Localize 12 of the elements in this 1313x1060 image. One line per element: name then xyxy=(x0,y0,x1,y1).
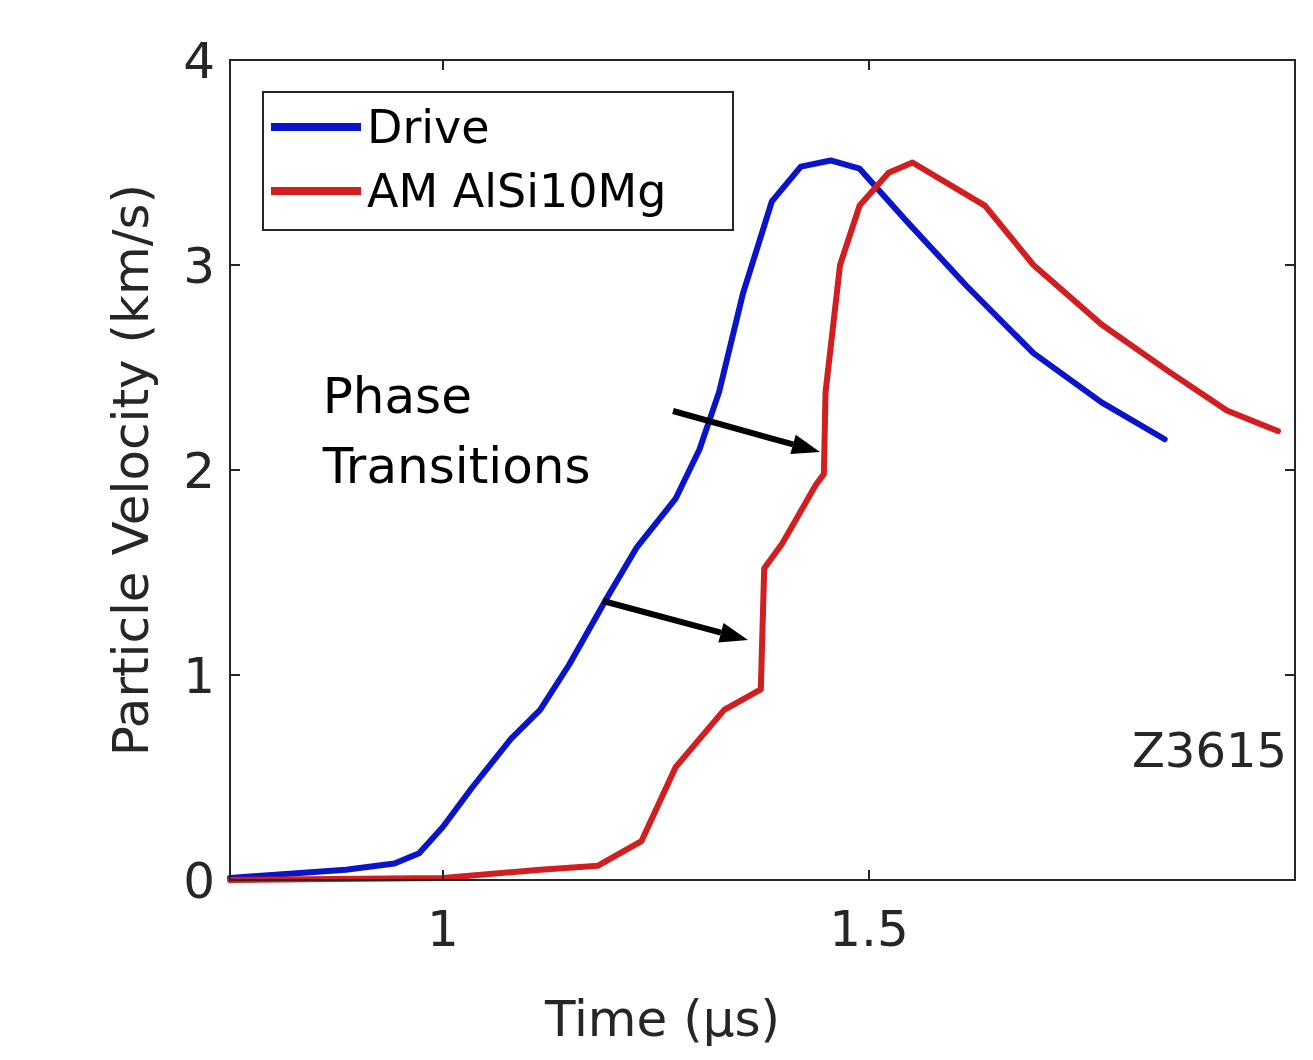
y-tick-label: 2 xyxy=(183,441,215,500)
y-tick-label: 1 xyxy=(183,646,215,705)
y-tick-label: 4 xyxy=(183,31,215,90)
y-axis-title: Particle Velocity (km/s) xyxy=(102,183,160,757)
x-tick-label: 1.5 xyxy=(829,900,909,958)
legend-label: AM AlSi10Mg xyxy=(367,164,667,219)
x-axis-title: Time (μs) xyxy=(543,990,781,1048)
annotation: Phase Transitions xyxy=(321,366,591,495)
annotation: Z3615 xyxy=(1131,722,1287,779)
legend-label: Drive xyxy=(367,100,490,155)
y-tick-label: 3 xyxy=(183,236,215,295)
y-tick-label: 0 xyxy=(183,851,215,910)
